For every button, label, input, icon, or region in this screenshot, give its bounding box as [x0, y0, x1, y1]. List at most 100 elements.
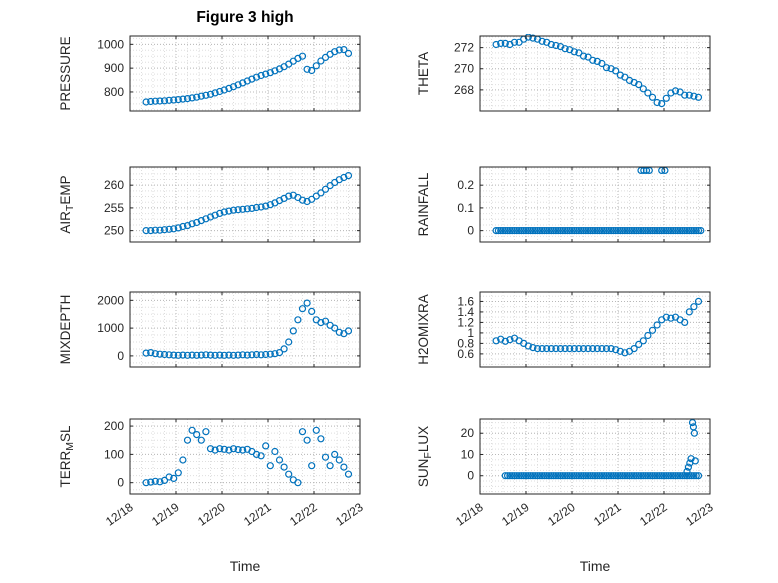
marker [193, 93, 201, 101]
marker [549, 472, 558, 480]
marker [540, 472, 549, 480]
marker [202, 428, 210, 436]
marker [538, 37, 546, 45]
marker [554, 472, 562, 480]
marker [494, 227, 502, 235]
y-tick-label: 200 [104, 419, 124, 433]
y-tick-label: 1000 [97, 321, 124, 335]
marker [570, 48, 578, 56]
marker [239, 205, 247, 213]
marker [340, 173, 348, 182]
marker [257, 452, 265, 460]
marker [197, 351, 205, 359]
marker [662, 227, 670, 235]
marker [335, 328, 343, 336]
marker [556, 227, 565, 235]
marker [142, 349, 150, 357]
h2omixra-points [492, 297, 703, 357]
marker [598, 59, 606, 68]
marker [317, 189, 325, 197]
marker [229, 445, 238, 453]
marker [595, 227, 604, 235]
marker [225, 446, 233, 454]
marker [317, 319, 325, 327]
marker [684, 463, 693, 471]
marker [568, 472, 576, 480]
y-tick-label: 0.8 [457, 336, 474, 350]
marker [239, 351, 247, 359]
marker [266, 462, 274, 470]
marker [151, 226, 159, 234]
marker [515, 227, 523, 235]
marker [156, 97, 164, 105]
marker [188, 220, 196, 228]
marker [234, 81, 242, 89]
marker [211, 351, 219, 359]
marker [335, 46, 343, 54]
marker [220, 351, 228, 359]
x-tick-label: 12/18 [453, 500, 486, 529]
marker [648, 93, 657, 101]
marker [589, 227, 597, 235]
marker [294, 479, 302, 487]
marker [616, 472, 624, 480]
marker [271, 67, 279, 75]
marker [612, 472, 620, 480]
marker [501, 39, 509, 48]
marker [271, 447, 279, 456]
marker [579, 227, 588, 235]
x-tick-label: 12/21 [591, 500, 624, 529]
marker [690, 429, 699, 437]
marker [156, 478, 164, 486]
marker [644, 331, 652, 340]
marker [612, 67, 620, 75]
marker [614, 227, 622, 235]
axes-box [479, 291, 711, 368]
marker [651, 227, 659, 235]
y-axis-label-terrmsl: TERRMSL [58, 425, 76, 488]
marker [683, 472, 691, 480]
marker [179, 351, 187, 359]
marker [543, 345, 551, 353]
marker [694, 93, 703, 101]
marker [239, 79, 247, 87]
x-tick-label: 12/18 [103, 500, 136, 529]
marker [211, 211, 219, 219]
marker [262, 350, 270, 359]
marker [225, 207, 233, 215]
marker [160, 97, 169, 105]
marker [533, 472, 542, 480]
marker [632, 472, 641, 480]
marker [579, 472, 588, 480]
marker [618, 227, 627, 235]
marker [566, 345, 574, 353]
marker [646, 472, 654, 480]
marker [572, 227, 581, 235]
subplot-sunflux: 0 10 20 12/18 12/19 12/20 12/21 12/22 12/23 SUNFL… [416, 418, 716, 529]
axis-ticks [479, 419, 711, 494]
marker [570, 472, 578, 480]
marker [229, 83, 238, 91]
marker [639, 85, 647, 93]
marker [674, 472, 682, 480]
marker [575, 472, 583, 480]
marker [524, 472, 532, 480]
marker [575, 345, 583, 353]
marker [280, 463, 288, 471]
marker [545, 472, 553, 480]
marker [262, 202, 270, 210]
marker [644, 472, 652, 480]
marker [321, 317, 330, 325]
marker [202, 351, 210, 359]
marker [658, 472, 666, 480]
y-tick-label: 1000 [97, 37, 124, 51]
y-tick-label: 250 [104, 224, 124, 238]
xlabel-left: Time [230, 558, 261, 574]
marker [197, 217, 205, 225]
marker [690, 472, 698, 480]
marker [602, 227, 611, 235]
marker [303, 65, 311, 73]
marker [556, 345, 565, 353]
marker [681, 318, 689, 326]
